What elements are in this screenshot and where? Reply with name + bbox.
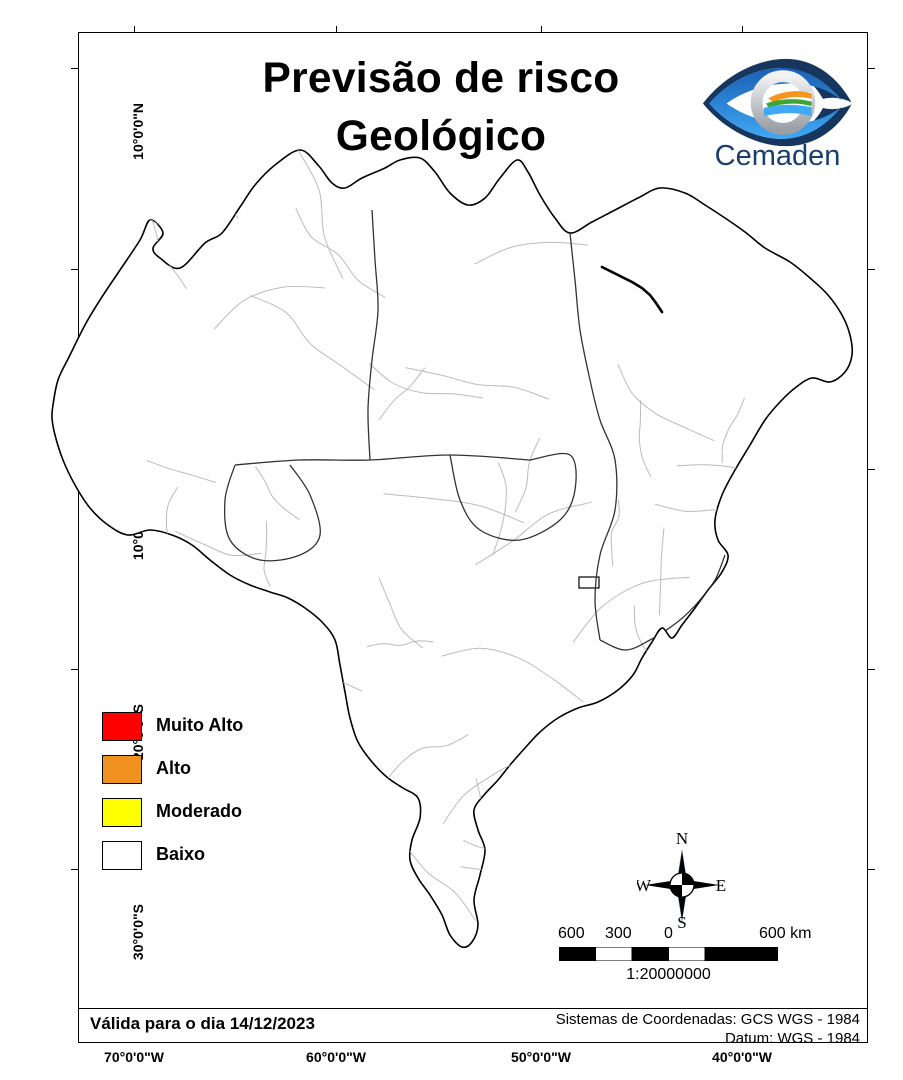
svg-text:N: N [676,829,688,848]
svg-text:E: E [716,876,726,895]
svg-text:W: W [637,876,652,895]
